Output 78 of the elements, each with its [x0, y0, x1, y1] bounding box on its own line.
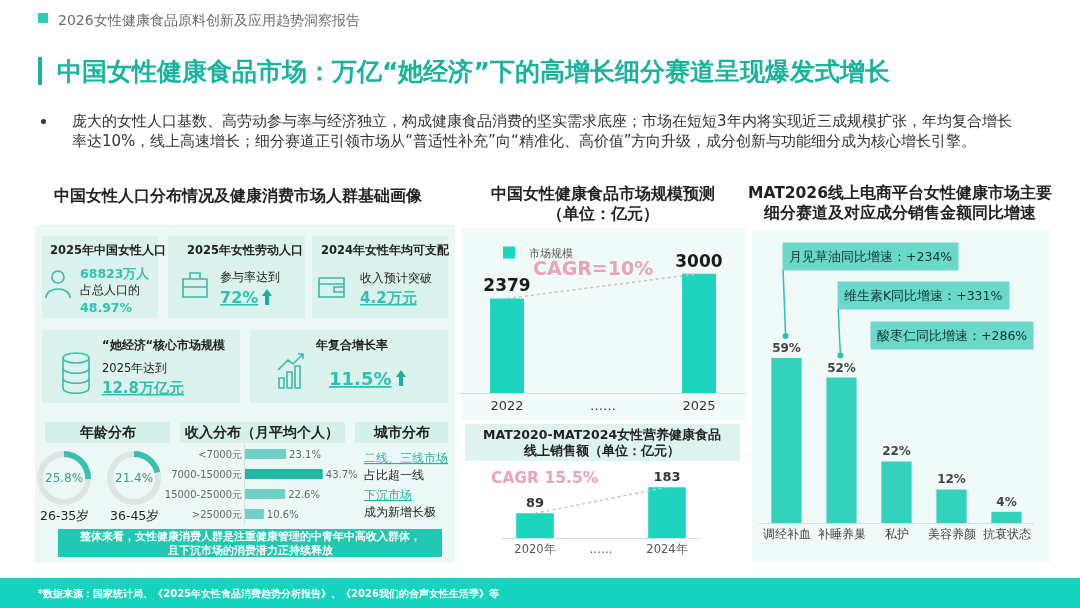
data-label: 10.6% [266, 508, 299, 520]
text: 占比超一线 [364, 468, 424, 482]
data-label: 52% [827, 360, 856, 375]
chart-title: 收入分布（月平均个人） [185, 424, 339, 440]
text: 68823万人 [80, 266, 151, 281]
text: 2025年达到 [102, 361, 168, 375]
x-tick-label: 2022 [490, 397, 524, 413]
data-label: 59% [772, 340, 801, 355]
text: 2026女性健康食品原料创新及应用趋势洞察报告 [58, 12, 360, 28]
data-label: 89 [525, 495, 545, 511]
donut-slice [107, 451, 161, 505]
text: 72% [220, 288, 259, 307]
text: 占总人口的 [80, 283, 140, 297]
bar [991, 511, 1022, 523]
text: 2025年女性劳动人口 [187, 243, 304, 257]
text: 二线、三线市场 [364, 451, 448, 465]
y-tick-label: 15000-25000元 [164, 488, 242, 500]
annotation: 月见草油同比增速：+234% [789, 249, 953, 264]
text: 下沉市场 [364, 488, 412, 502]
chart-title: MAT2026线上电商平台女性健康市场主要细分赛道及对应成分销售金额同比增速 [748, 183, 1052, 223]
text: 48.97% [80, 300, 133, 315]
bar [826, 377, 857, 523]
text: *数据来源：国家统计局、《2025年女性食品消费趋势分析报告》、《2026我们的合声女性生活季》等 [38, 588, 499, 599]
legend-label: 市场规模 [529, 246, 573, 260]
donut-slice [37, 451, 91, 505]
data-label: 25.8% [45, 471, 84, 485]
data-label: 22.6% [288, 488, 320, 500]
donut-slice [134, 451, 161, 474]
x-tick-label: 2025 [682, 397, 716, 413]
text: 酸枣仁同比增速：+286% [877, 328, 1028, 343]
text: 2025年中国女性人口 [50, 243, 167, 257]
bar [245, 469, 323, 479]
text: 参与率达到 [220, 270, 280, 284]
bar [245, 489, 286, 499]
x-tick-label: …… [589, 541, 613, 556]
bar [771, 357, 802, 523]
bar [245, 449, 287, 459]
text: 收入预计突破 [360, 271, 432, 285]
data-label: 2379 [483, 275, 531, 296]
data-label: 4% [996, 494, 1017, 509]
x-tick-label: 2020年 [514, 541, 556, 556]
text: 中国女性人口分布情况及健康消费市场人群基础画像 [54, 187, 423, 205]
x-tick-label: 私护 [884, 526, 909, 541]
x-tick-label: 调经补血 [762, 526, 811, 541]
x-tick-label: 抗衰状态 [982, 526, 1031, 541]
y-tick-label: <7000元 [198, 448, 242, 460]
chart-title: 年龄分布 [79, 424, 136, 440]
data-label: 12% [937, 472, 966, 487]
bar [245, 509, 264, 519]
text: 36-45岁 [110, 508, 160, 523]
text: 26-35岁 [40, 508, 90, 523]
bar [881, 461, 912, 523]
data-label: 23.1% [289, 448, 321, 460]
text: 年复合增长率 [315, 338, 388, 352]
x-tick-label: 美容养颜 [927, 526, 976, 541]
data-label: 22% [882, 444, 911, 459]
data-label: 43.7% [325, 468, 358, 480]
chart-title: 中国女性健康食品市场规模预测（单位：亿元） [491, 185, 715, 224]
x-tick-label: 2024年 [646, 541, 688, 556]
annotation: 维生素K同比增速：+331% [844, 288, 1003, 303]
text: “她经济“核心市场规模 [102, 338, 226, 352]
text: 中国女性健康食品市场：万亿“她经济”下的高增长细分赛道呈现爆发式增长 [57, 57, 890, 86]
text: 成为新增长极 [364, 505, 436, 519]
bar [936, 489, 967, 523]
text: 城市分布 [373, 424, 430, 440]
data-label: 3000 [675, 250, 723, 271]
y-tick-label: >25000元 [191, 508, 242, 520]
x-tick-label: 补睡养巢 [817, 526, 866, 541]
text: 11.5% [329, 368, 392, 389]
chart-title: MAT2020-MAT2024女性营养健康食品线上销售额（单位：亿元） [483, 427, 722, 459]
x-tick-label: …… [590, 397, 616, 413]
text: 2024年女性年均可支配 [321, 243, 451, 257]
data-label: 21.4% [115, 471, 154, 485]
y-tick-label: 7000-15000元 [171, 468, 242, 480]
text: CAGR 15.5% [491, 469, 599, 487]
data-label: 183 [653, 469, 681, 485]
text: 整体来看，女性健康消费人群是注重健康管理的中青年中高收入群体，且下沉市场的消费潜力正持续释放 [79, 530, 421, 558]
text: 庞大的女性人口基数、高劳动参与率与经济独立，构成健康食品消费的坚实需求底座；市场在短短3年内将实现近三成规模扩张，年均复合增长率达10%，线上高速增长；细分赛道正引领市场从“普适性补充”向“精准化、高价值”方向升级，成分创新与功能细分成为核心增长引擎。 [72, 112, 1012, 150]
